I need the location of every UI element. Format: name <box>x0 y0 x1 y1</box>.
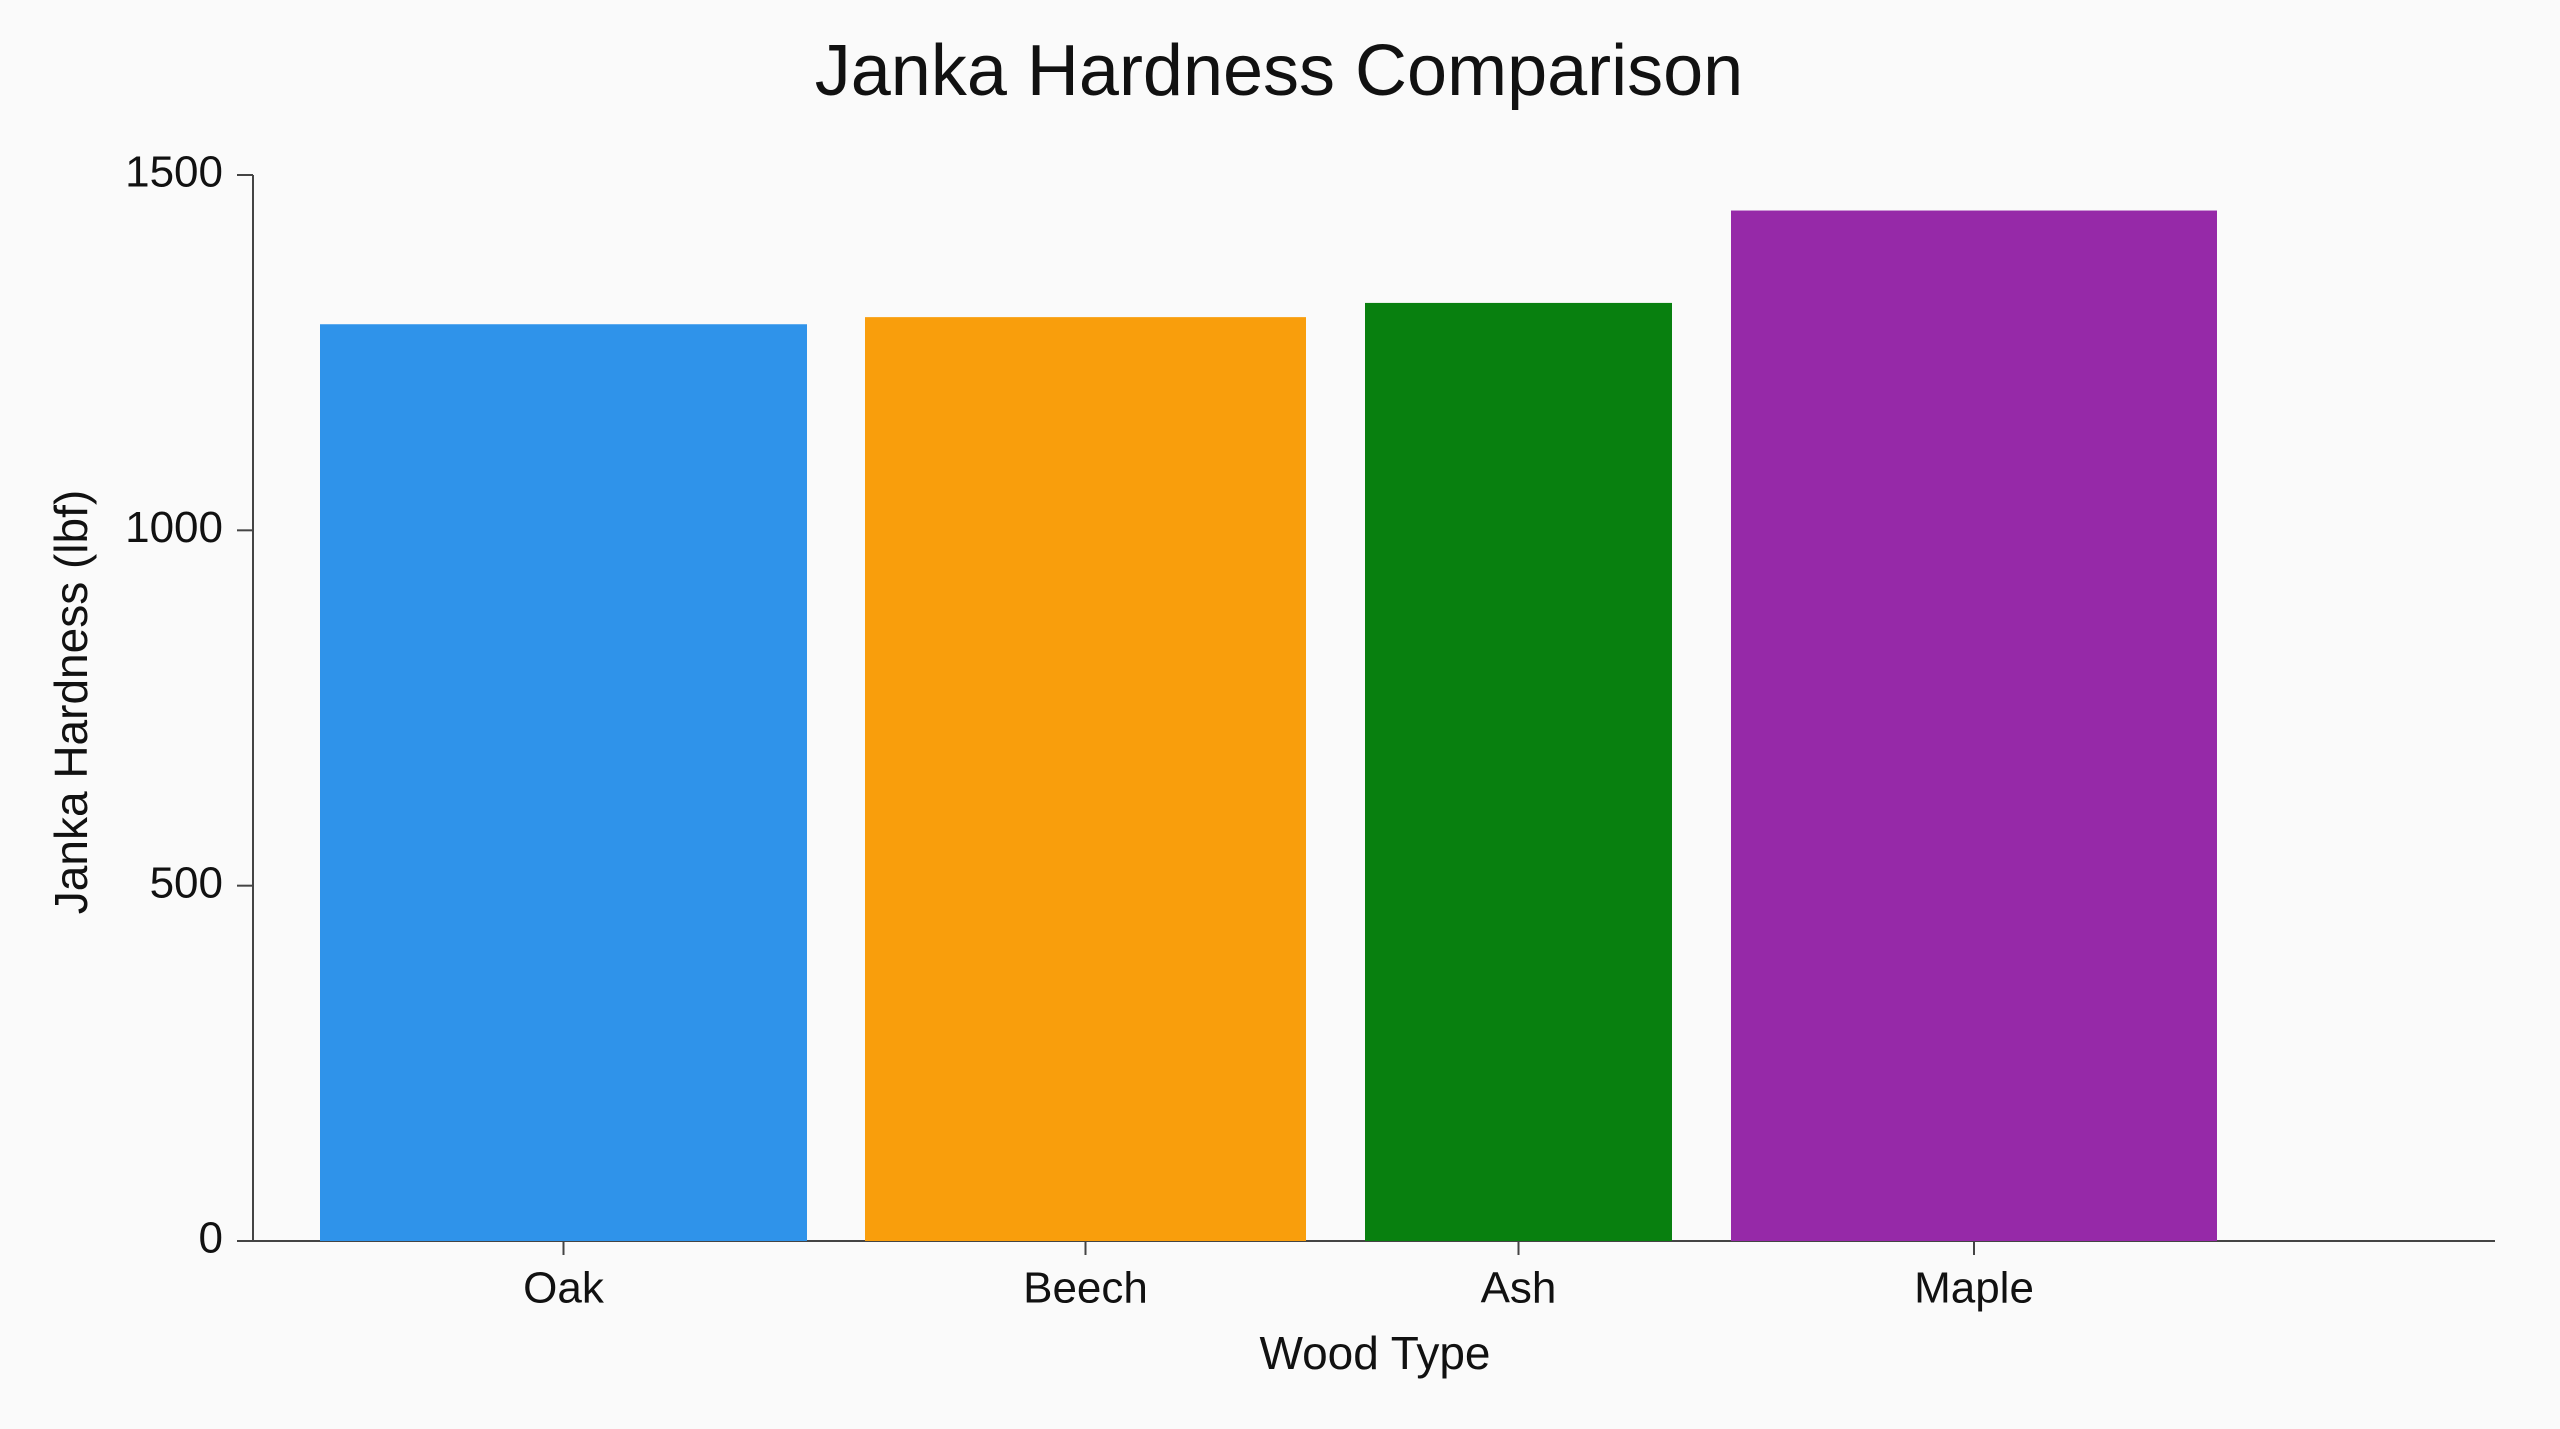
y-tick-label: 1000 <box>125 503 223 552</box>
x-tick-label: Oak <box>523 1264 605 1313</box>
bar <box>320 324 807 1241</box>
bar <box>865 317 1306 1242</box>
x-tick-label: Ash <box>1481 1264 1557 1313</box>
y-tick-label: 1500 <box>125 148 223 197</box>
y-tick-label: 500 <box>150 858 223 907</box>
y-axis-title: Janka Hardness (lbf) <box>45 490 97 914</box>
y-tick-label: 0 <box>199 1214 223 1263</box>
x-tick-label: Beech <box>1023 1264 1148 1313</box>
x-tick-label: Maple <box>1914 1264 2034 1313</box>
chart-title: Janka Hardness Comparison <box>815 31 1743 111</box>
x-axis-title: Wood Type <box>1259 1327 1490 1379</box>
bar <box>1365 302 1672 1241</box>
bar <box>1731 210 2217 1242</box>
